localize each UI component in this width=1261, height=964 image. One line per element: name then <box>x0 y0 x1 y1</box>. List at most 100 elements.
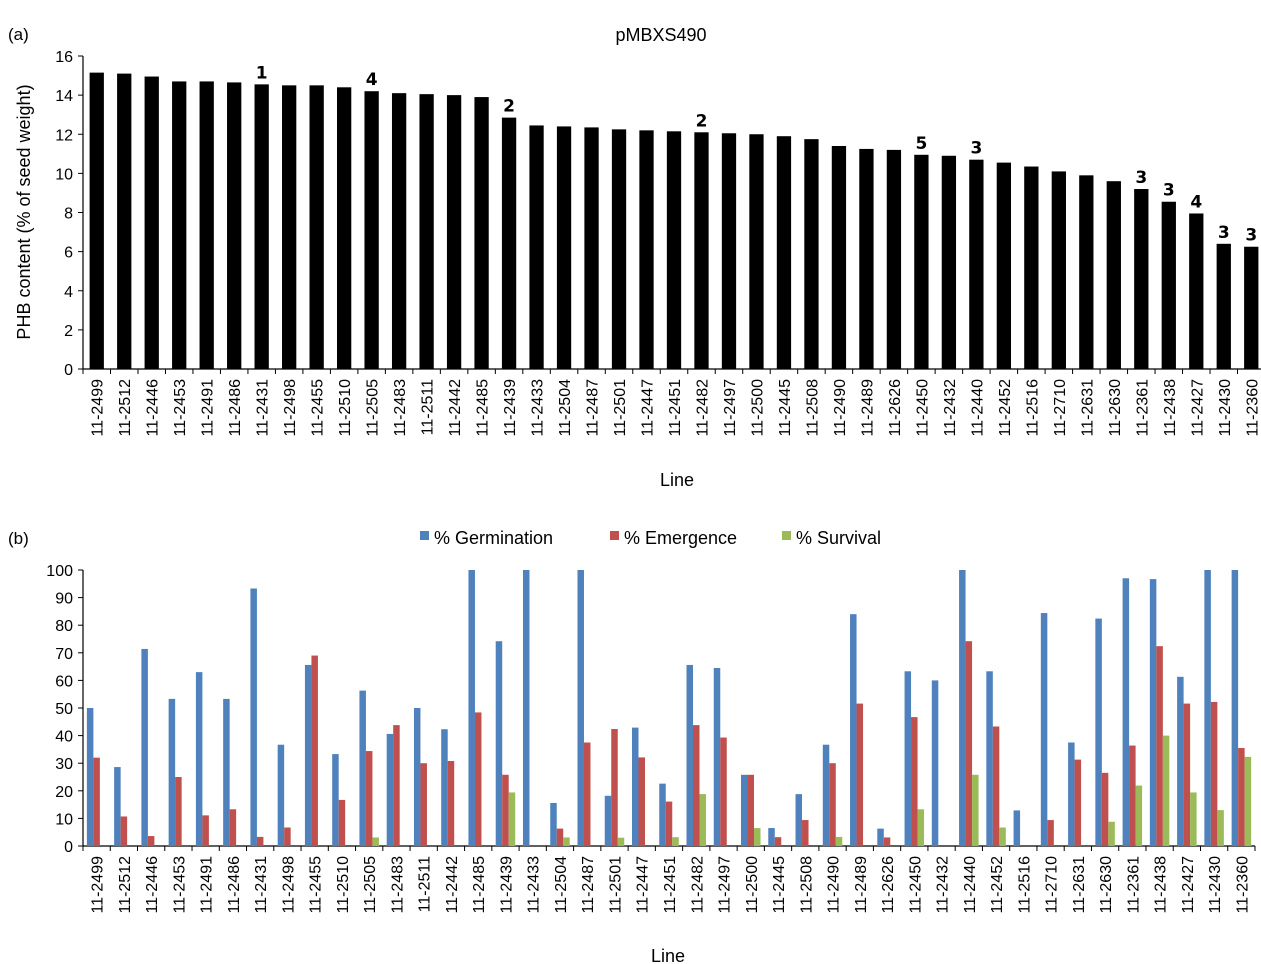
bar <box>604 795 612 846</box>
x-tick-label: 11-2511 <box>417 856 434 912</box>
x-tick-label: 11-2427 <box>1180 856 1197 914</box>
bar <box>441 729 448 846</box>
bar <box>959 570 966 846</box>
bar <box>829 763 836 846</box>
legend-label: % Emergence <box>624 528 737 548</box>
bar-annotation: 4 <box>366 70 378 90</box>
bar <box>877 828 884 846</box>
bar <box>1013 810 1021 846</box>
x-tick-label: 11-2433 <box>530 379 547 437</box>
bar <box>372 837 379 846</box>
bar <box>1135 785 1143 846</box>
x-tick-label: 11-2489 <box>859 379 876 437</box>
bar <box>304 664 312 846</box>
bar <box>114 767 121 846</box>
x-tick-label: 11-2504 <box>553 856 570 914</box>
y-tick-label: 50 <box>55 701 73 718</box>
bar <box>168 698 176 846</box>
bar <box>89 72 104 370</box>
x-tick-label: 11-2485 <box>471 856 488 914</box>
bar <box>611 129 627 369</box>
y-tick-label: 20 <box>55 784 73 801</box>
bar <box>229 809 237 846</box>
x-tick-label: 11-2510 <box>335 856 352 914</box>
x-tick-label: 11-2445 <box>771 856 788 914</box>
panel-a-label: (a) <box>8 25 29 44</box>
x-tick-label: 11-2450 <box>914 379 931 437</box>
x-tick-label: 11-2516 <box>1016 856 1033 914</box>
x-tick-label: 11-2631 <box>1071 856 1088 914</box>
bar <box>117 73 132 369</box>
x-tick-label: 11-2498 <box>282 379 299 437</box>
bar <box>522 570 530 846</box>
x-tick-label: 11-2431 <box>255 379 272 437</box>
bar-annotation: 1 <box>256 63 268 83</box>
bar <box>447 760 455 846</box>
bar <box>795 794 803 846</box>
bar <box>1244 756 1252 846</box>
bar <box>850 614 857 846</box>
bar <box>563 837 570 846</box>
bar <box>583 742 591 846</box>
legend-label: % Survival <box>796 528 881 548</box>
bar <box>965 641 973 846</box>
bar <box>1244 246 1259 369</box>
bar <box>474 712 482 846</box>
bar <box>802 820 809 846</box>
x-tick-label: 11-2710 <box>1044 856 1061 914</box>
x-tick-label: 11-2504 <box>557 379 574 437</box>
x-tick-label: 11-2710 <box>1052 379 1069 437</box>
bar <box>420 763 427 846</box>
bar <box>917 809 925 846</box>
bar <box>502 774 509 846</box>
bar <box>1101 772 1109 846</box>
y-tick-label: 8 <box>64 206 73 223</box>
bar <box>202 815 209 846</box>
bar <box>120 816 128 846</box>
panel-b-label: (b) <box>8 529 29 548</box>
bar <box>1074 759 1082 846</box>
bar <box>941 155 957 369</box>
x-tick-label: 11-2360 <box>1234 856 1251 914</box>
bar <box>856 703 864 846</box>
panel-a-x-axis-title: Line <box>660 470 694 490</box>
x-tick-label: 11-2455 <box>310 379 327 437</box>
legend-swatch <box>782 531 791 540</box>
x-tick-label: 11-2432 <box>942 379 959 437</box>
bar <box>254 84 269 369</box>
bar <box>804 139 819 369</box>
y-tick-label: 30 <box>55 756 73 773</box>
bar <box>693 725 700 846</box>
x-tick-label: 11-2427 <box>1189 379 1206 437</box>
x-tick-label: 11-2505 <box>365 379 382 437</box>
bar <box>835 836 843 846</box>
x-tick-label: 11-2439 <box>502 379 519 437</box>
bar <box>831 145 847 369</box>
x-tick-label: 11-2485 <box>475 379 492 437</box>
x-tick-label: 11-2455 <box>308 856 325 914</box>
legend-label: % Germination <box>434 528 553 548</box>
bar <box>774 837 782 846</box>
x-tick-label: 11-2508 <box>804 379 821 437</box>
x-tick-label: 11-2486 <box>226 856 243 914</box>
bar <box>617 837 625 846</box>
x-tick-label: 11-2446 <box>145 379 162 437</box>
bar <box>666 131 682 369</box>
bar <box>1149 579 1157 846</box>
bar-annotation: 3 <box>970 139 982 159</box>
bar <box>914 154 929 369</box>
y-tick-label: 10 <box>55 811 73 828</box>
bar <box>550 802 557 846</box>
bar <box>749 134 764 369</box>
bar <box>446 95 462 369</box>
bar <box>686 664 694 846</box>
bar <box>672 837 679 846</box>
x-tick-label: 11-2452 <box>997 379 1014 437</box>
bar <box>859 148 874 369</box>
x-tick-label: 11-2433 <box>526 856 543 914</box>
bar <box>147 836 155 846</box>
bar-annotation: 5 <box>915 134 927 154</box>
bar <box>584 127 599 369</box>
x-tick-label: 11-2361 <box>1134 379 1151 437</box>
